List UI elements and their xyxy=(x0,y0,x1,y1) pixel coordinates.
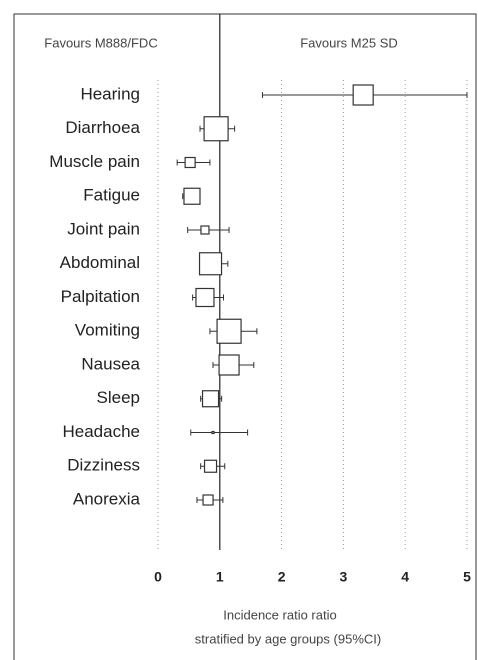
x-tick-label: 4 xyxy=(401,569,409,585)
x-axis-label: Incidence ratio ratio xyxy=(223,607,336,622)
category-label: Sleep xyxy=(97,388,140,407)
x-tick-label: 0 xyxy=(154,569,162,585)
category-label: Fatigue xyxy=(83,186,140,205)
estimate-box xyxy=(202,494,214,506)
estimate-box xyxy=(211,430,215,435)
estimate-box xyxy=(203,116,229,142)
category-label: Headache xyxy=(62,422,140,441)
x-tick-label: 5 xyxy=(463,569,471,585)
category-label: Vomiting xyxy=(75,321,140,340)
category-label: Joint pain xyxy=(67,219,140,238)
x-tick-label: 2 xyxy=(278,569,286,585)
frame xyxy=(13,13,477,660)
category-label: Dizziness xyxy=(67,456,140,475)
category-label: Abdominal xyxy=(60,253,140,272)
x-axis-label: stratified by age groups (95%CI) xyxy=(195,631,381,646)
category-label: Nausea xyxy=(81,354,140,373)
left-label: Favours M888/FDC xyxy=(44,35,157,50)
estimate-box xyxy=(195,287,215,308)
estimate-box xyxy=(184,156,196,169)
category-label: Muscle pain xyxy=(49,152,140,171)
category-label: Hearing xyxy=(80,84,140,103)
estimate-box xyxy=(216,318,242,344)
category-label: Palpitation xyxy=(61,287,140,306)
category-label: Anorexia xyxy=(73,489,141,508)
x-tick-label: 1 xyxy=(216,569,224,585)
category-label: Diarrhoea xyxy=(65,118,140,137)
estimate-box xyxy=(203,459,218,473)
estimate-box xyxy=(352,84,374,106)
right-label: Favours M25 SD xyxy=(300,35,398,50)
estimate-box xyxy=(198,252,223,276)
estimate-box xyxy=(218,354,240,376)
estimate-box xyxy=(200,225,210,235)
estimate-box xyxy=(201,390,220,408)
x-tick-label: 3 xyxy=(340,569,348,585)
estimate-box xyxy=(183,187,201,205)
